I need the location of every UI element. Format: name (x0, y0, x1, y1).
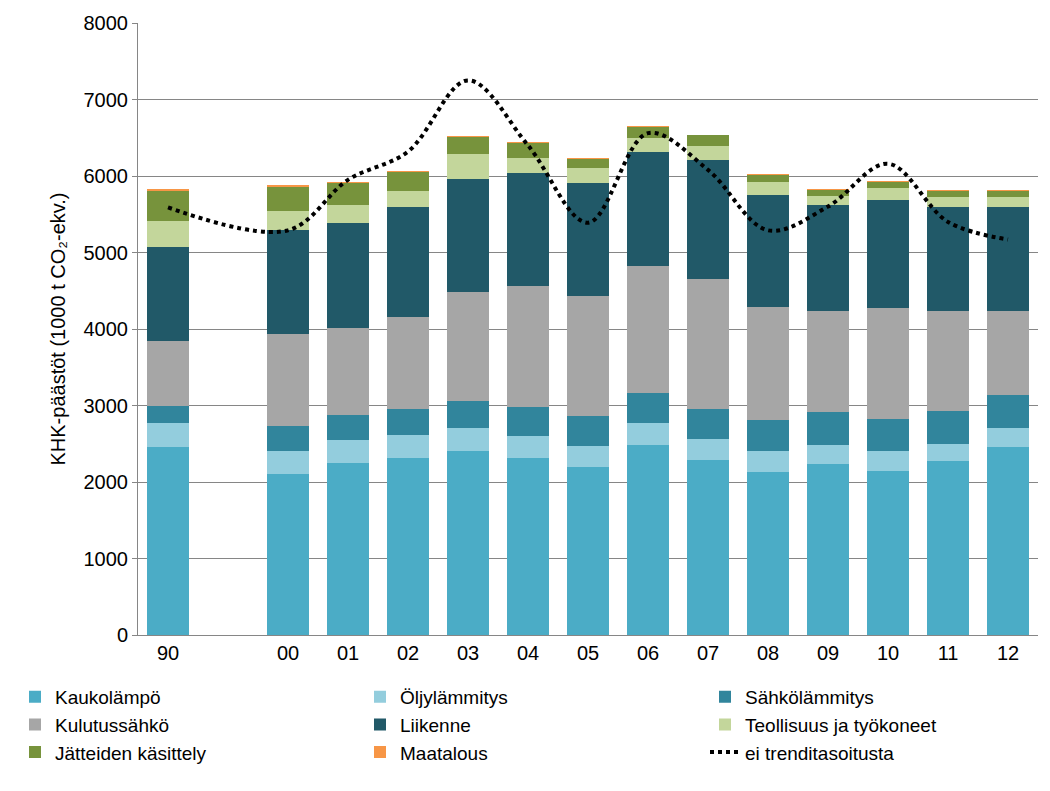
svg-text:05: 05 (577, 642, 599, 664)
svg-text:7000: 7000 (84, 89, 129, 111)
svg-text:8000: 8000 (84, 12, 129, 34)
svg-text:1000: 1000 (84, 548, 129, 570)
svg-text:07: 07 (697, 642, 719, 664)
svg-text:3000: 3000 (84, 395, 129, 417)
svg-text:04: 04 (517, 642, 539, 664)
svg-text:03: 03 (457, 642, 479, 664)
svg-text:0: 0 (117, 624, 128, 646)
svg-text:00: 00 (277, 642, 299, 664)
svg-text:4000: 4000 (84, 318, 129, 340)
svg-text:01: 01 (337, 642, 359, 664)
svg-text:6000: 6000 (84, 165, 129, 187)
svg-text:06: 06 (637, 642, 659, 664)
svg-text:Kulutussähkö: Kulutussähkö (55, 715, 169, 736)
svg-text:Kaukolämpö: Kaukolämpö (55, 687, 161, 708)
svg-text:12: 12 (997, 642, 1019, 664)
svg-text:90: 90 (157, 642, 179, 664)
svg-text:Maatalous: Maatalous (400, 743, 488, 764)
svg-text:ei trenditasoitusta: ei trenditasoitusta (745, 743, 894, 764)
svg-text:Jätteiden käsittely: Jätteiden käsittely (55, 743, 207, 764)
svg-text:5000: 5000 (84, 242, 129, 264)
svg-text:09: 09 (817, 642, 839, 664)
svg-text:02: 02 (397, 642, 419, 664)
svg-text:KHK-päästöt (1000 t CO₂-ekv.): KHK-päästöt (1000 t CO₂-ekv.) (47, 192, 69, 465)
svg-text:10: 10 (877, 642, 899, 664)
svg-text:2000: 2000 (84, 471, 129, 493)
svg-text:08: 08 (757, 642, 779, 664)
svg-text:Liikenne: Liikenne (400, 715, 471, 736)
svg-text:11: 11 (938, 642, 959, 664)
svg-text:Sähkölämmitys: Sähkölämmitys (745, 687, 874, 708)
svg-text:Öljylämmitys: Öljylämmitys (400, 687, 508, 708)
svg-text:Teollisuus ja työkoneet: Teollisuus ja työkoneet (745, 715, 937, 736)
